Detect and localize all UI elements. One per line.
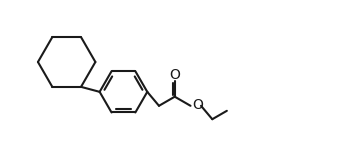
- Text: O: O: [192, 98, 203, 112]
- Text: O: O: [169, 68, 180, 82]
